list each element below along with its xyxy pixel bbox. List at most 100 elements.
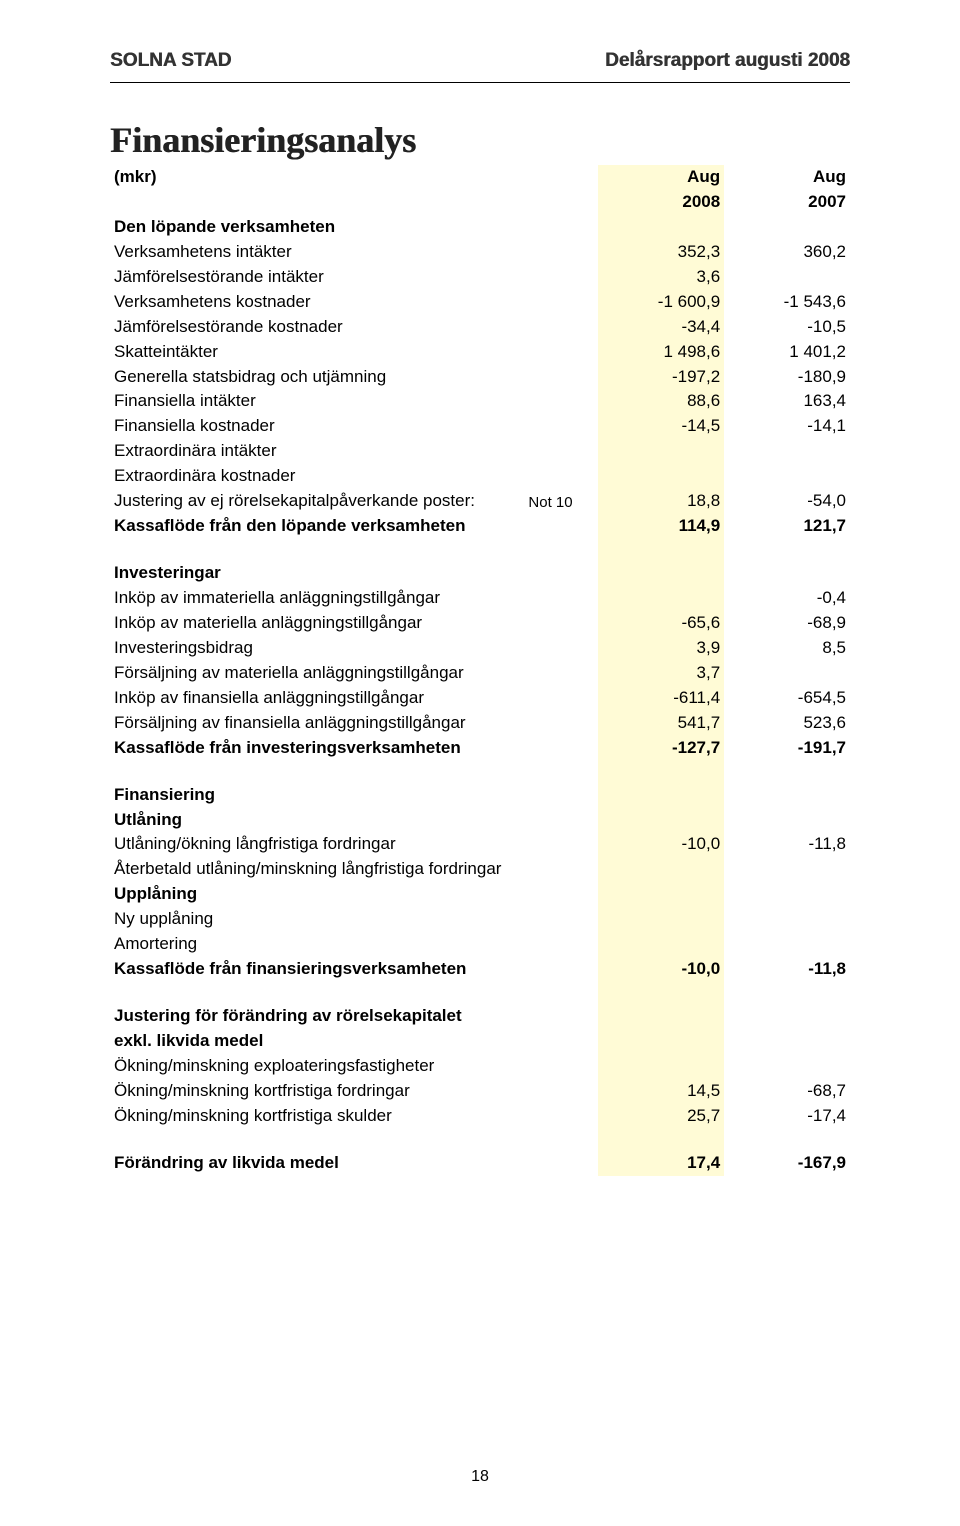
row-note [524, 808, 598, 833]
table-row: Kassaflöde från den löpande verksamheten… [110, 514, 850, 539]
row-value-2008 [598, 464, 724, 489]
row-note [524, 240, 598, 265]
row-value-2007: -0,4 [724, 586, 850, 611]
row-note [524, 882, 598, 907]
row-label: Försäljning av finansiella anläggningsti… [110, 711, 524, 736]
row-label: Försäljning av materiella anläggningstil… [110, 661, 524, 686]
row-value-2008: 1 498,6 [598, 340, 724, 365]
row-value-2008: 352,3 [598, 240, 724, 265]
row-label: Kassaflöde från investeringsverksamheten [110, 736, 524, 761]
table-row: Försäljning av finansiella anläggningsti… [110, 711, 850, 736]
row-value-2007: 360,2 [724, 240, 850, 265]
row-value-2007 [724, 464, 850, 489]
row-label: Ny upplåning [110, 907, 524, 932]
row-value-2007: -11,8 [724, 957, 850, 982]
row-label: Amortering [110, 932, 524, 957]
row-label: Extraordinära kostnader [110, 464, 524, 489]
row-note [524, 1079, 598, 1104]
table-row: Utlåning [110, 808, 850, 833]
row-label: Ökning/minskning kortfristiga fordringar [110, 1079, 524, 1104]
row-value-2008: 14,5 [598, 1079, 724, 1104]
header-right: Delårsrapport augusti 2008 [605, 50, 850, 72]
section-gap [110, 761, 850, 783]
row-note [524, 907, 598, 932]
row-label: Ökning/minskning kortfristiga skulder [110, 1104, 524, 1129]
row-note [524, 636, 598, 661]
row-note [524, 315, 598, 340]
row-label: Inköp av materiella anläggningstillgånga… [110, 611, 524, 636]
row-note [524, 1054, 598, 1079]
section-heading-row: Investeringar [110, 561, 850, 586]
unit-label: (mkr) [110, 165, 524, 190]
row-value-2007: 121,7 [724, 514, 850, 539]
final-row: Förändring av likvida medel 17,4 -167,9 [110, 1151, 850, 1176]
row-value-2007: -180,9 [724, 365, 850, 390]
table-row: Inköp av materiella anläggningstillgånga… [110, 611, 850, 636]
table-row: Inköp av immateriella anläggningstillgån… [110, 586, 850, 611]
table-row: Finansiella intäkter88,6163,4 [110, 389, 850, 414]
row-value-2008: -34,4 [598, 315, 724, 340]
section-heading: Investeringar [110, 561, 524, 586]
row-value-2007: -17,4 [724, 1104, 850, 1129]
final-c2: -167,9 [724, 1151, 850, 1176]
row-value-2007 [724, 882, 850, 907]
section-heading-row: Finansiering [110, 783, 850, 808]
table-row: Generella statsbidrag och utjämning-197,… [110, 365, 850, 390]
row-value-2008 [598, 1054, 724, 1079]
page: SOLNA STAD Delårsrapport augusti 2008 Fi… [0, 0, 960, 1526]
row-value-2008: 18,8 [598, 489, 724, 514]
row-note [524, 686, 598, 711]
header-rule [110, 82, 850, 83]
row-note [524, 340, 598, 365]
row-value-2007: -68,7 [724, 1079, 850, 1104]
table-row: Ökning/minskning exploateringsfastighete… [110, 1054, 850, 1079]
row-value-2007 [724, 265, 850, 290]
row-label: Återbetald utlåning/minskning långfristi… [110, 857, 524, 882]
table-row: Kassaflöde från finansieringsverksamhete… [110, 957, 850, 982]
row-value-2008: -611,4 [598, 686, 724, 711]
row-value-2008: 541,7 [598, 711, 724, 736]
row-value-2008: 3,7 [598, 661, 724, 686]
row-value-2008: -10,0 [598, 957, 724, 982]
table-row: Amortering [110, 932, 850, 957]
row-label: Finansiella kostnader [110, 414, 524, 439]
table-row: Försäljning av materiella anläggningstil… [110, 661, 850, 686]
table-row: Kassaflöde från investeringsverksamheten… [110, 736, 850, 761]
row-value-2008: 25,7 [598, 1104, 724, 1129]
page-title: Finansieringsanalys [110, 119, 850, 161]
row-note [524, 661, 598, 686]
row-label: Utlåning [110, 808, 524, 833]
col-header-row-2: 2008 2007 [110, 190, 850, 215]
row-label: Inköp av finansiella anläggningstillgång… [110, 686, 524, 711]
header-left: SOLNA STAD [110, 50, 231, 72]
row-value-2007: -1 543,6 [724, 290, 850, 315]
row-value-2008: -197,2 [598, 365, 724, 390]
section-heading: Finansiering [110, 783, 524, 808]
row-label: Skatteintäkter [110, 340, 524, 365]
row-label: Utlåning/ökning långfristiga fordringar [110, 832, 524, 857]
row-label: Extraordinära intäkter [110, 439, 524, 464]
row-value-2008 [598, 857, 724, 882]
row-value-2007 [724, 857, 850, 882]
table-row: Investeringsbidrag3,98,5 [110, 636, 850, 661]
final-label: Förändring av likvida medel [110, 1151, 524, 1176]
row-value-2007: -68,9 [724, 611, 850, 636]
section-heading: Justering för förändring av rörelsekapit… [110, 1004, 524, 1029]
table-row: Verksamhetens intäkter352,3360,2 [110, 240, 850, 265]
row-note [524, 514, 598, 539]
col1-header-line1: Aug [598, 165, 724, 190]
row-label: Justering av ej rörelsekapitalpåverkande… [110, 489, 524, 514]
row-note [524, 932, 598, 957]
table-row: Utlåning/ökning långfristiga fordringar -… [110, 832, 850, 857]
section-heading-2: exkl. likvida medel [110, 1029, 524, 1054]
row-value-2008: 114,9 [598, 514, 724, 539]
row-label: Kassaflöde från finansieringsverksamhete… [110, 957, 524, 982]
row-value-2007: -10,5 [724, 315, 850, 340]
row-value-2007: -654,5 [724, 686, 850, 711]
row-value-2007 [724, 1054, 850, 1079]
table-row: Inköp av finansiella anläggningstillgång… [110, 686, 850, 711]
row-value-2007: -11,8 [724, 832, 850, 857]
row-note [524, 736, 598, 761]
row-note [524, 957, 598, 982]
gap-before-final [110, 1129, 850, 1151]
